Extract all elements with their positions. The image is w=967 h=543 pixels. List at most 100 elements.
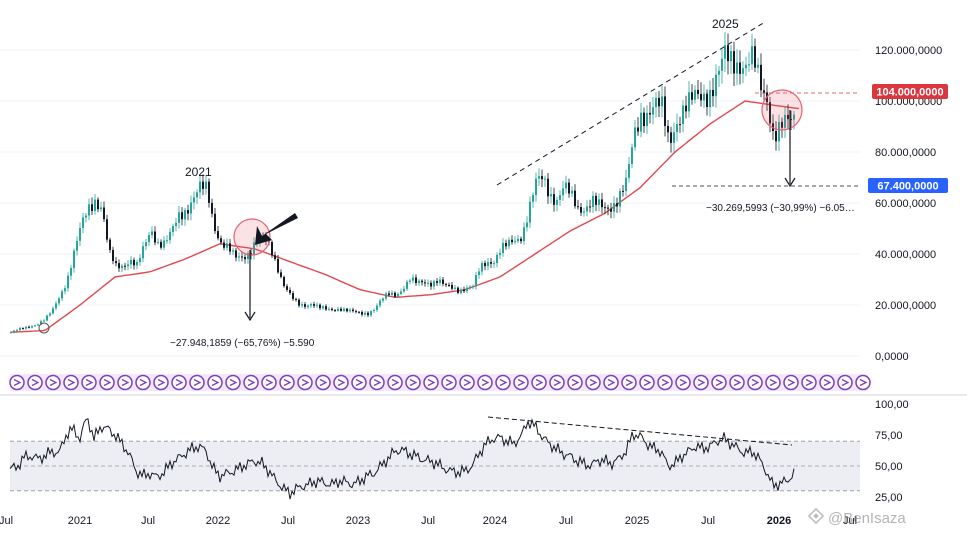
- upper-trendline: [496, 21, 766, 186]
- candle-body: [550, 194, 552, 197]
- candle-body: [163, 240, 165, 248]
- candle-body: [508, 239, 510, 247]
- candle-body: [457, 287, 459, 294]
- event-flag-icon: [9, 374, 25, 391]
- candle-body: [394, 292, 396, 297]
- candle-body: [421, 280, 423, 283]
- candle-body: [16, 330, 18, 332]
- candle-body: [244, 257, 246, 260]
- event-flag-icon: [657, 374, 673, 391]
- candle-body: [406, 281, 408, 289]
- start-marker: [38, 322, 50, 334]
- candle-body: [445, 283, 447, 285]
- candle-body: [643, 112, 645, 127]
- event-flag-icon: [765, 374, 781, 391]
- event-flag-icon: [855, 374, 871, 391]
- event-flag-icon: [747, 374, 763, 391]
- candle-body: [331, 308, 333, 311]
- candle-body: [718, 70, 720, 75]
- event-flag-icon: [99, 374, 115, 391]
- event-flag-icon: [369, 374, 385, 391]
- candle-body: [598, 199, 600, 205]
- candle-body: [415, 277, 417, 284]
- candle-body: [517, 238, 519, 242]
- candle-body: [562, 188, 564, 196]
- event-flag-icon: [495, 374, 511, 391]
- candle-body: [442, 279, 444, 284]
- candle-body: [511, 239, 513, 243]
- candle-body: [364, 312, 366, 315]
- candle-body: [145, 242, 147, 247]
- candle-body: [667, 125, 669, 133]
- price-label-red: 104.000,0000: [872, 84, 948, 99]
- candle-body: [712, 90, 714, 97]
- candle-body: [373, 310, 375, 312]
- candle-body: [676, 124, 678, 133]
- year-label-2021: 2021: [185, 165, 212, 179]
- candle-body: [484, 263, 486, 267]
- candle-body: [376, 305, 378, 311]
- candle-body: [172, 226, 174, 232]
- candle-body: [103, 207, 105, 220]
- candle-body: [310, 304, 312, 306]
- x-tick-label: 2021: [68, 515, 92, 527]
- candle-body: [175, 222, 177, 227]
- candle-body: [109, 239, 111, 250]
- highlight-circle-right: [761, 89, 803, 131]
- candle-body: [82, 217, 84, 228]
- candle-body: [349, 309, 351, 312]
- candle-body: [772, 123, 774, 132]
- candle-body: [196, 192, 198, 198]
- candle-body: [547, 178, 549, 197]
- candle-body: [586, 206, 588, 212]
- candle-body: [88, 204, 90, 216]
- candle-body: [637, 127, 639, 132]
- candle-body: [724, 45, 726, 59]
- candle-body: [19, 327, 21, 331]
- candle-body: [61, 291, 63, 299]
- x-tick-label: Jul: [0, 515, 13, 527]
- candle-body: [769, 102, 771, 124]
- candle-body: [430, 282, 432, 287]
- candle-body: [727, 45, 729, 62]
- candle-body: [472, 286, 474, 288]
- candle-body: [403, 288, 405, 292]
- candle-body: [358, 311, 360, 313]
- svg-text:67.400,0000: 67.400,0000: [877, 181, 938, 193]
- candle-body: [148, 235, 150, 243]
- candle-body: [559, 195, 561, 200]
- candle-body: [631, 147, 633, 164]
- candle-body: [760, 64, 762, 91]
- candle-body: [736, 62, 738, 74]
- candle-body: [10, 332, 12, 334]
- candle-body: [70, 268, 72, 276]
- x-tick-label: 2024: [483, 515, 507, 527]
- candle-body: [130, 259, 132, 265]
- candle-body: [787, 114, 789, 120]
- event-flag-icon: [279, 374, 295, 391]
- candle-body: [649, 112, 651, 115]
- candle-body: [217, 231, 219, 239]
- candle-body: [568, 182, 570, 194]
- candle-body: [628, 163, 630, 178]
- event-flag-icon: [639, 374, 655, 391]
- rsi-y-tick-label: 25,00: [875, 492, 903, 504]
- candle-body: [469, 286, 471, 288]
- event-flag-icon: [135, 374, 151, 391]
- x-tick-label: Jul: [421, 515, 435, 527]
- candle-body: [43, 320, 45, 322]
- event-flag-icon: [423, 374, 439, 391]
- candle-body: [493, 263, 495, 265]
- candle-body: [85, 215, 87, 218]
- candle-body: [682, 105, 684, 125]
- y-tick-label: 120.000,0000: [875, 45, 942, 57]
- event-flag-icon: [153, 374, 169, 391]
- candle-body: [37, 324, 39, 326]
- candle-body: [433, 281, 435, 287]
- candle-body: [277, 258, 279, 273]
- candle-body: [601, 199, 603, 208]
- candle-body: [157, 241, 159, 243]
- candle-body: [226, 243, 228, 248]
- candle-body: [370, 311, 372, 316]
